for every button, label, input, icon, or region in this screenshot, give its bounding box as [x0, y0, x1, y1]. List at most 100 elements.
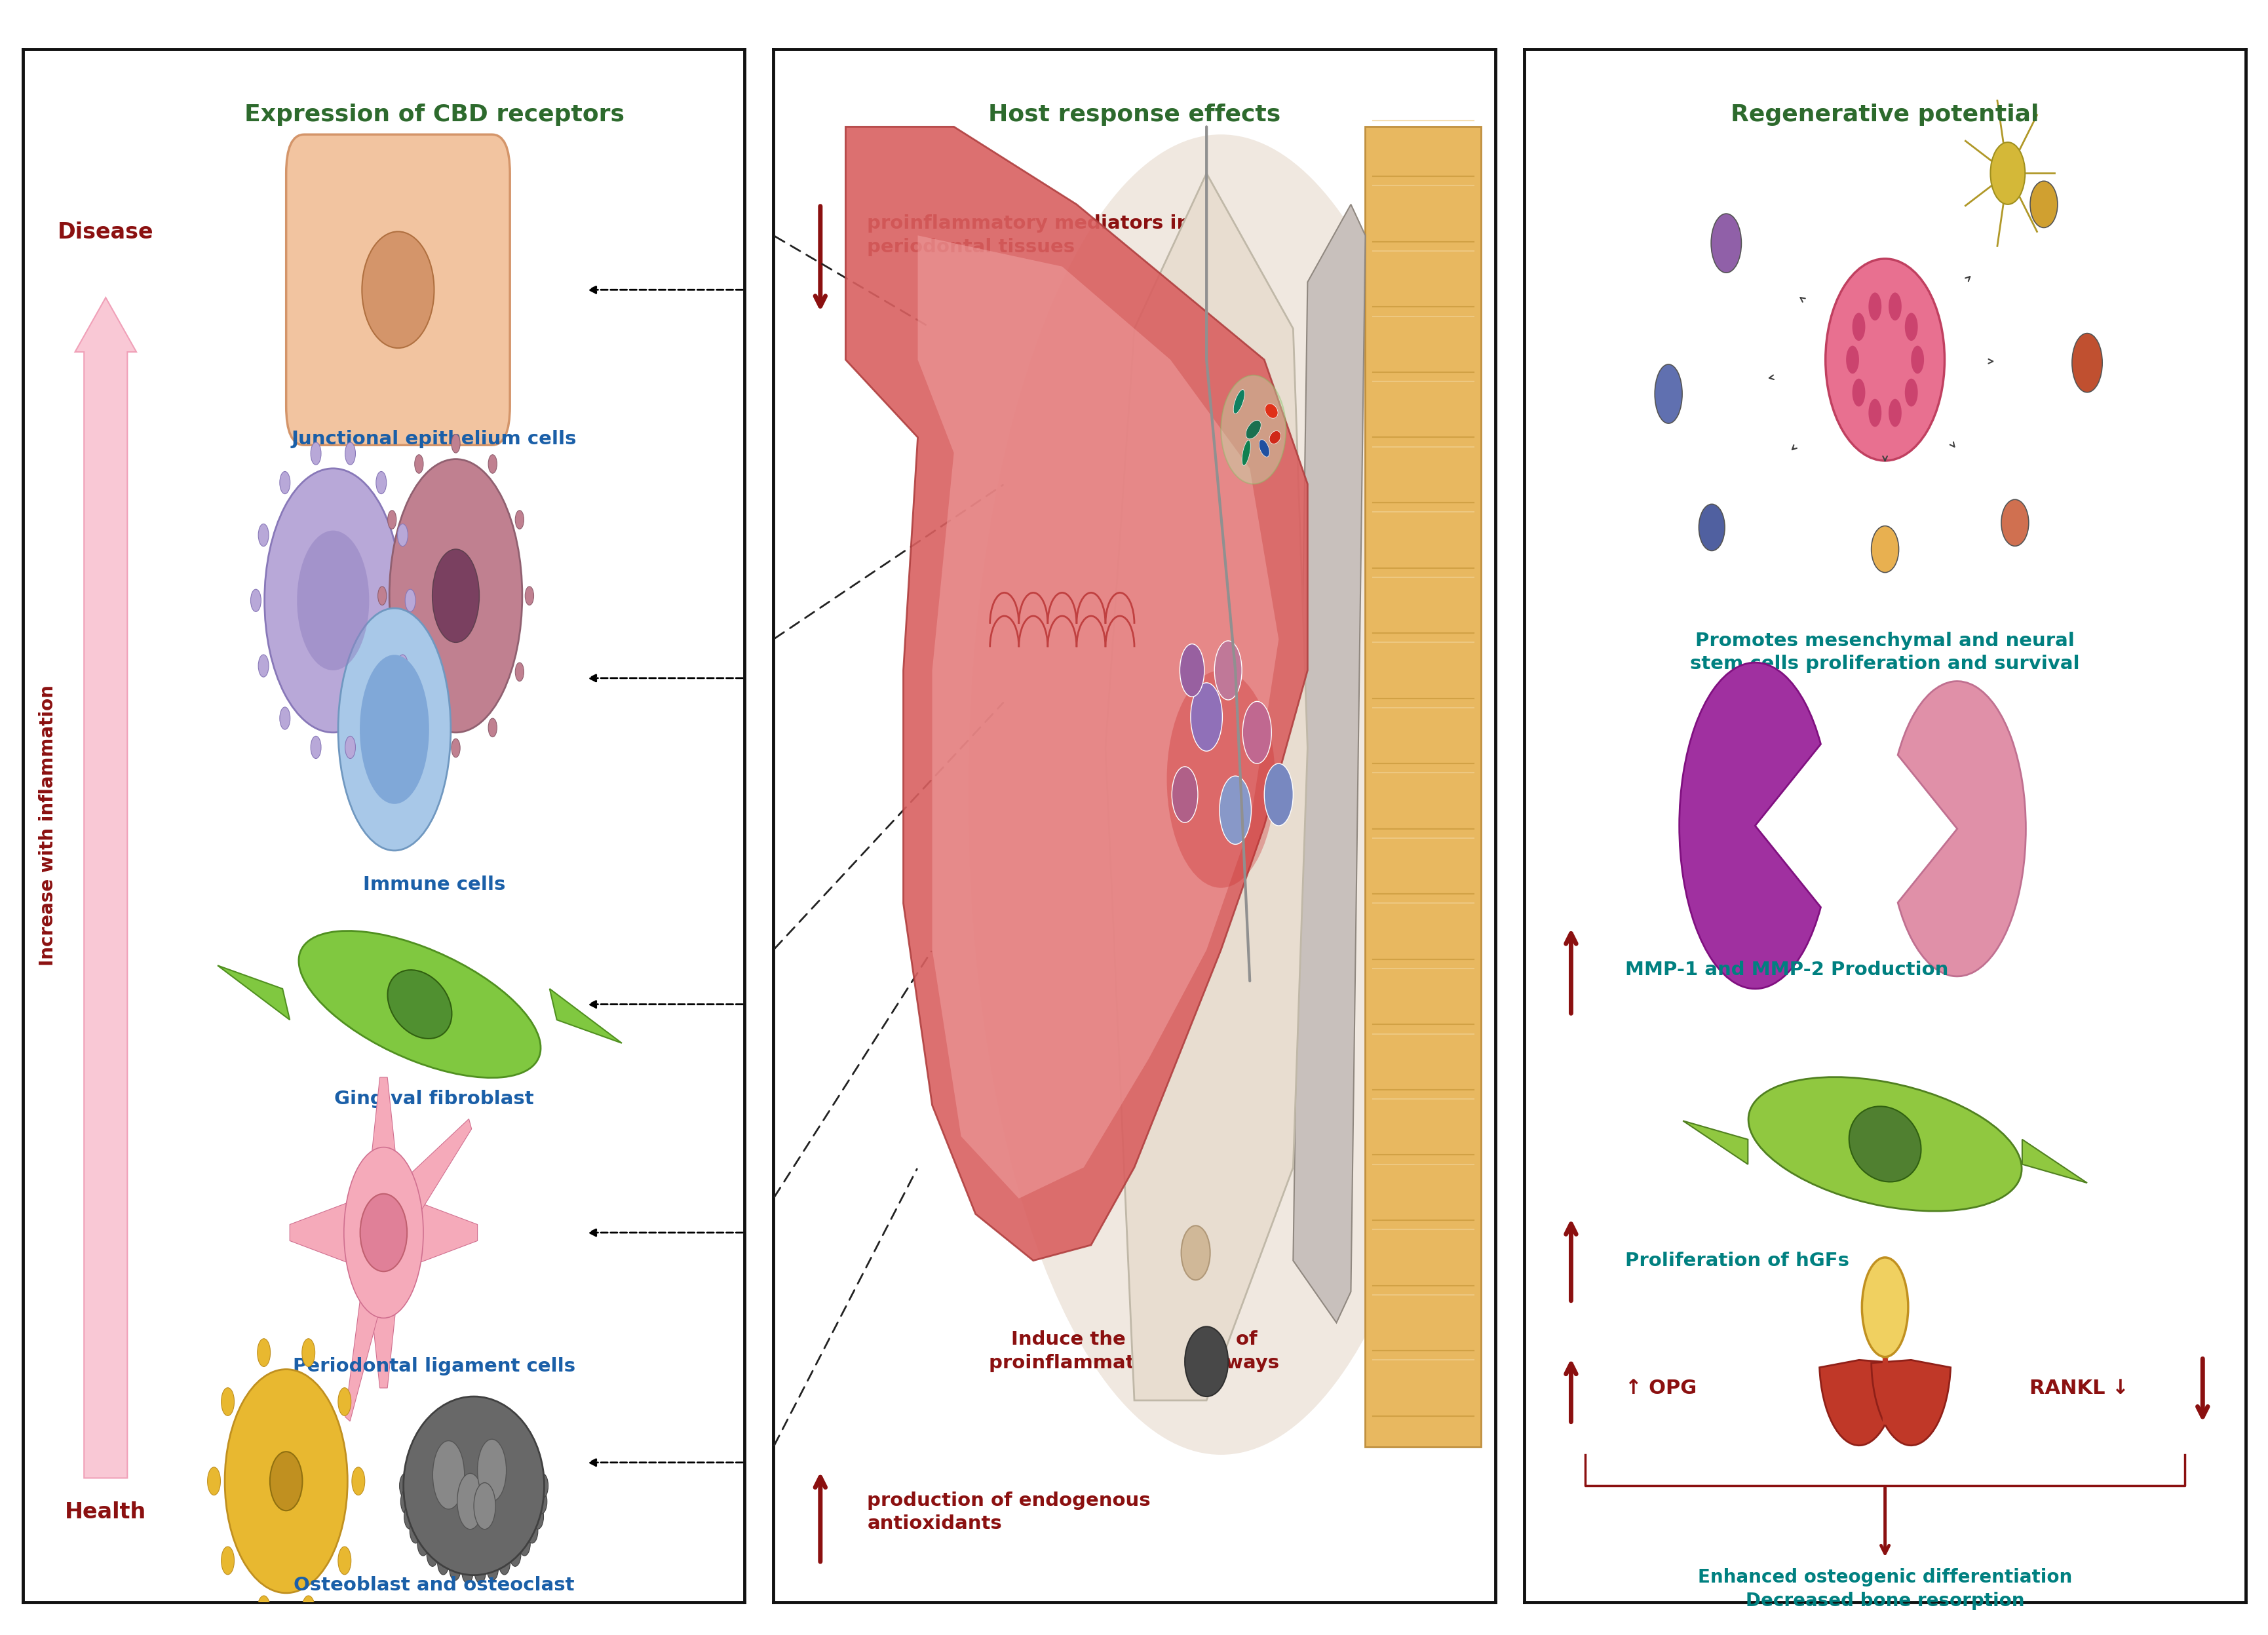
Circle shape	[388, 662, 397, 682]
Circle shape	[463, 1558, 474, 1583]
Circle shape	[311, 443, 322, 464]
Ellipse shape	[361, 1194, 406, 1272]
Polygon shape	[846, 128, 1306, 1261]
Text: Host response effects: Host response effects	[989, 103, 1279, 126]
Circle shape	[404, 1504, 415, 1529]
Circle shape	[411, 1519, 422, 1543]
Ellipse shape	[1184, 1326, 1227, 1396]
Circle shape	[535, 1489, 547, 1514]
Ellipse shape	[265, 468, 401, 732]
Ellipse shape	[968, 134, 1474, 1455]
Circle shape	[1869, 293, 1880, 320]
Polygon shape	[1293, 204, 1365, 1323]
Circle shape	[397, 523, 408, 546]
Polygon shape	[218, 965, 290, 1020]
Text: Enhanced osteogenic differentiation
Decreased bone resorption: Enhanced osteogenic differentiation Decr…	[1696, 1568, 2071, 1610]
Circle shape	[488, 455, 497, 473]
Circle shape	[401, 1489, 413, 1514]
Circle shape	[259, 523, 268, 546]
Text: production of endogenous
antioxidants: production of endogenous antioxidants	[866, 1491, 1150, 1534]
Circle shape	[222, 1388, 234, 1416]
Circle shape	[438, 1550, 449, 1575]
Polygon shape	[1683, 1122, 1746, 1164]
Ellipse shape	[2071, 334, 2102, 392]
Circle shape	[222, 1547, 234, 1575]
Ellipse shape	[1166, 670, 1275, 888]
Circle shape	[476, 1439, 506, 1501]
Ellipse shape	[1241, 440, 1250, 466]
Ellipse shape	[270, 1452, 302, 1511]
Ellipse shape	[1653, 365, 1683, 423]
Polygon shape	[376, 1118, 472, 1259]
Circle shape	[526, 1519, 538, 1543]
Polygon shape	[345, 1221, 397, 1421]
Circle shape	[338, 1547, 352, 1575]
Ellipse shape	[2030, 181, 2057, 227]
Circle shape	[533, 1504, 544, 1529]
Circle shape	[376, 471, 386, 494]
Circle shape	[474, 1483, 494, 1529]
Text: RANKL ↓: RANKL ↓	[2030, 1378, 2127, 1398]
Text: Junctional epithelium cells: Junctional epithelium cells	[290, 430, 576, 448]
Circle shape	[524, 587, 533, 605]
Circle shape	[1905, 312, 1916, 340]
Circle shape	[1910, 345, 1923, 374]
Circle shape	[415, 455, 424, 473]
Polygon shape	[363, 1233, 404, 1388]
Ellipse shape	[390, 459, 522, 732]
Text: Promotes mesenchymal and neural
stem cells proliferation and survival: Promotes mesenchymal and neural stem cel…	[1690, 631, 2080, 674]
Ellipse shape	[433, 549, 479, 643]
Wedge shape	[1898, 682, 2025, 976]
Circle shape	[345, 443, 356, 464]
Circle shape	[338, 1388, 352, 1416]
Text: Disease: Disease	[57, 222, 154, 244]
Circle shape	[279, 706, 290, 729]
Text: ↑ OPG: ↑ OPG	[1624, 1378, 1696, 1398]
Text: Increase with inflammation: Increase with inflammation	[39, 685, 57, 966]
Circle shape	[259, 654, 268, 677]
Text: proinflammatory mediators in
periodontal tissues: proinflammatory mediators in periodontal…	[866, 214, 1191, 257]
Circle shape	[1179, 644, 1204, 697]
Polygon shape	[549, 989, 621, 1043]
Circle shape	[1851, 379, 1864, 407]
Ellipse shape	[1270, 432, 1281, 443]
Circle shape	[352, 1467, 365, 1494]
Ellipse shape	[363, 232, 433, 348]
Polygon shape	[383, 1189, 476, 1275]
Circle shape	[458, 1473, 483, 1529]
Ellipse shape	[1710, 214, 1742, 273]
Circle shape	[376, 706, 386, 729]
Circle shape	[451, 435, 460, 453]
Circle shape	[1869, 399, 1880, 427]
Circle shape	[345, 736, 356, 759]
Ellipse shape	[1699, 504, 1724, 551]
Circle shape	[1243, 701, 1270, 764]
Circle shape	[433, 1440, 465, 1509]
Ellipse shape	[1871, 526, 1898, 572]
Wedge shape	[1819, 1360, 1898, 1445]
Circle shape	[510, 1542, 522, 1566]
Circle shape	[488, 718, 497, 737]
Text: Osteoblast and osteoclast: Osteoblast and osteoclast	[293, 1576, 574, 1594]
Ellipse shape	[1749, 1077, 2021, 1212]
FancyArrow shape	[75, 298, 136, 1478]
Circle shape	[338, 608, 451, 850]
Ellipse shape	[1266, 404, 1277, 419]
Circle shape	[515, 662, 524, 682]
Circle shape	[397, 654, 408, 677]
Ellipse shape	[297, 530, 370, 670]
Text: Induce the blockage of
proinflammatory pathways: Induce the blockage of proinflammatory p…	[989, 1331, 1279, 1372]
Circle shape	[499, 1550, 510, 1575]
Circle shape	[279, 471, 290, 494]
Circle shape	[1263, 764, 1293, 826]
Polygon shape	[919, 235, 1279, 1198]
Ellipse shape	[1259, 440, 1270, 456]
Circle shape	[302, 1596, 315, 1624]
Polygon shape	[363, 1077, 404, 1233]
Polygon shape	[2021, 1140, 2087, 1182]
Ellipse shape	[1245, 420, 1261, 438]
Polygon shape	[1105, 173, 1306, 1400]
Circle shape	[488, 1555, 499, 1581]
Polygon shape	[1365, 128, 1481, 1447]
Wedge shape	[1678, 662, 1821, 989]
